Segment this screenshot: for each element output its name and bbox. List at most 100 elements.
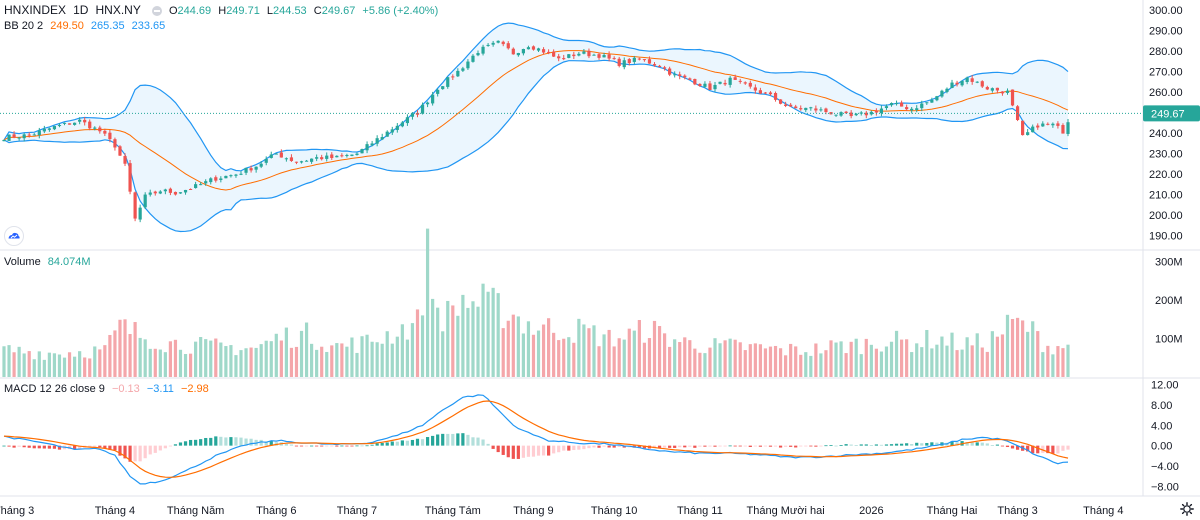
macd-histogram-bar — [970, 442, 974, 446]
macd-histogram-bar — [264, 441, 268, 446]
price-tick-label: 200.00 — [1149, 210, 1183, 222]
macd-legend[interactable]: MACD 12 26 close 9 −0.13 −3.11 −2.98 — [4, 382, 213, 396]
volume-bar — [718, 343, 722, 377]
candle-body — [1021, 120, 1025, 136]
volume-bar — [859, 354, 863, 377]
candle-body — [229, 175, 233, 177]
macd-histogram-bar — [188, 439, 193, 446]
volume-bar — [799, 354, 803, 377]
candle-body — [642, 59, 647, 61]
macd-histogram-bar — [789, 445, 793, 447]
candle-body — [763, 92, 768, 94]
macd-histogram-bar — [42, 445, 46, 449]
volume-bar — [592, 325, 596, 377]
volume-bar — [708, 347, 712, 377]
macd-histogram-bar — [229, 437, 233, 446]
candle-body — [83, 119, 87, 123]
candle-body — [894, 103, 899, 105]
settings-gear-icon[interactable] — [1180, 502, 1194, 516]
legend-menu-icon[interactable] — [151, 6, 162, 17]
macd-histogram-bar — [320, 445, 324, 447]
candle-body — [128, 163, 132, 192]
volume-bar — [123, 319, 127, 377]
candle-body — [784, 104, 788, 106]
macd-histogram-bar — [335, 445, 339, 447]
candle-body — [148, 192, 152, 195]
macd-histogram-bar — [642, 445, 647, 449]
candle-body — [425, 102, 430, 105]
price-tick-label: 210.00 — [1149, 190, 1183, 202]
volume-bar — [562, 338, 566, 377]
macd-histogram-bar — [773, 445, 778, 447]
symbol-name[interactable]: HNXINDEX — [4, 3, 67, 17]
candle-body — [496, 40, 500, 43]
volume-bar — [330, 345, 334, 377]
tradingview-logo-icon[interactable] — [4, 226, 24, 246]
volume-bar — [723, 340, 727, 377]
volume-bar — [441, 331, 445, 377]
macd-histogram-bar — [143, 445, 147, 459]
volume-bar — [612, 346, 616, 377]
candle-body — [970, 78, 974, 82]
volume-bar — [153, 348, 157, 377]
interval-label[interactable]: 1D — [73, 3, 89, 17]
candle-body — [824, 108, 828, 113]
volume-bar — [501, 328, 505, 377]
volume-bar — [889, 341, 894, 377]
price-axis[interactable]: 300.00290.00280.00270.00260.00250.00240.… — [1149, 5, 1183, 243]
volume-bar — [294, 346, 299, 377]
volume-bar — [158, 349, 162, 377]
open-label: O — [168, 5, 178, 17]
time-tick-label: Tháng 9 — [513, 505, 553, 517]
volume-bar — [239, 350, 243, 377]
macd-axis[interactable]: 12.00 8.00 4.00 0.00 −4.00 −8.00 — [1151, 380, 1179, 494]
macd-histogram-bar — [678, 445, 682, 448]
open-value: 244.69 — [177, 5, 212, 17]
candle-body — [1061, 125, 1065, 134]
volume-bar — [1036, 331, 1040, 377]
candle-body — [113, 139, 117, 148]
bb-legend[interactable]: BB 20 2 249.50 265.35 233.65 — [4, 19, 169, 33]
volume-bar — [945, 345, 949, 377]
volume-bar — [355, 352, 359, 377]
volume-bar — [1046, 345, 1050, 377]
macd-histogram-bar — [123, 445, 127, 459]
candle-body — [940, 90, 944, 97]
macd-histogram-bar — [879, 444, 884, 446]
candle-body — [78, 119, 82, 122]
volume-bar — [431, 298, 435, 377]
macd-histogram-bar — [768, 445, 773, 447]
macd-histogram-bar — [1066, 445, 1070, 450]
macd-histogram-bar — [809, 445, 813, 447]
macd-histogram-bar — [239, 437, 243, 446]
volume-bar — [113, 330, 117, 377]
last-price-label: 249.67 — [1151, 108, 1185, 120]
macd-line — [3, 394, 1069, 485]
volume-bar — [229, 345, 233, 377]
macd-histogram-bar — [113, 445, 117, 451]
macd-signal-value: −2.98 — [180, 383, 209, 395]
volume-bar — [446, 300, 450, 377]
candle-body — [400, 122, 404, 127]
volume-bar — [652, 320, 657, 377]
volume-bar — [577, 318, 581, 377]
volume-bar — [985, 351, 989, 377]
candle-body — [350, 154, 354, 156]
time-tick-label: 2026 — [859, 505, 883, 517]
candle-body — [7, 134, 11, 141]
time-axis[interactable]: Tháng 3 Tháng 4 Tháng Năm Tháng 6 Tháng 7 Thá… — [0, 505, 1123, 517]
macd-histogram-bar — [299, 445, 304, 447]
macd-histogram-bar — [310, 445, 314, 447]
macd-histogram-bar — [103, 445, 107, 449]
macd-histogram-bar — [748, 445, 752, 447]
candle-body — [526, 47, 531, 50]
candle-body — [420, 104, 425, 114]
volume-axis[interactable]: 300M 200M 100M — [1155, 257, 1183, 346]
volume-legend[interactable]: Volume 84.074M — [4, 255, 95, 269]
macd-histogram-bar — [763, 445, 768, 447]
volume-bar — [834, 342, 838, 377]
candle-body — [491, 42, 495, 45]
candle-body — [158, 191, 162, 194]
macd-histogram-bar — [269, 440, 273, 446]
